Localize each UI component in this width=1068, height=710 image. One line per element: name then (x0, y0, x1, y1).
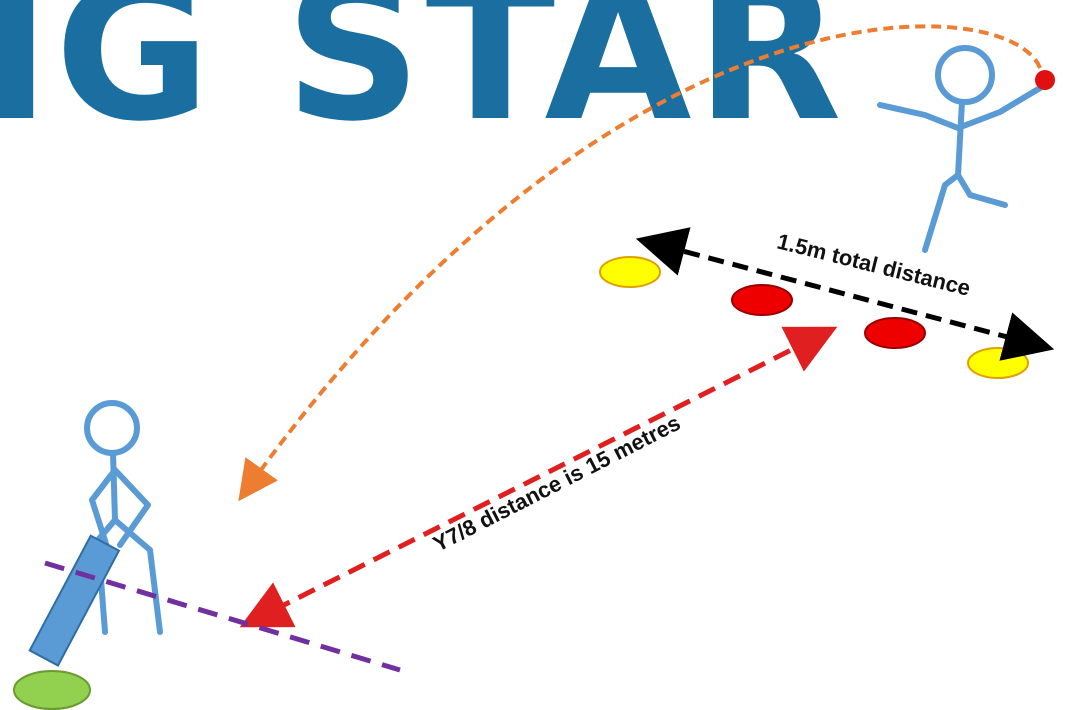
distance-label: Y7/8 distance is 15 metres (429, 410, 684, 557)
width-arrow (635, 227, 1055, 361)
cone (967, 347, 1029, 379)
cone (731, 284, 793, 316)
ball (1035, 70, 1055, 90)
title: IG STAR (0, 0, 846, 163)
cone (864, 317, 926, 349)
bat (28, 534, 121, 667)
cone (599, 256, 661, 288)
base (13, 670, 91, 710)
distance-arrow (239, 326, 838, 628)
bowler (877, 45, 1043, 253)
width-label: 1.5m total distance (775, 229, 973, 301)
batter (84, 400, 163, 635)
